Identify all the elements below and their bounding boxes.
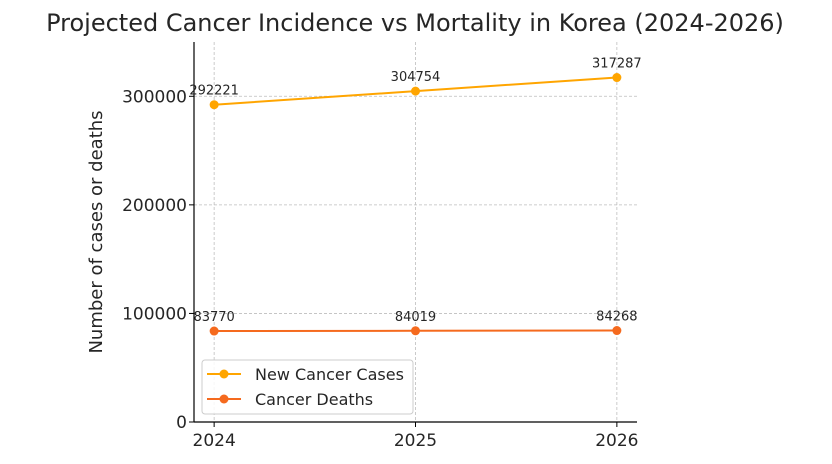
data-point xyxy=(411,86,420,96)
y-tick-label: 0 xyxy=(176,413,187,433)
data-point xyxy=(612,326,622,336)
data-point xyxy=(209,326,219,336)
y-tick-label: 300000 xyxy=(122,87,187,107)
data-label: 317287 xyxy=(592,57,642,72)
x-tick-label: 2026 xyxy=(595,431,638,451)
data-label: 84268 xyxy=(596,310,637,325)
y-axis-label: Number of cases or deaths xyxy=(86,110,107,353)
data-point xyxy=(612,73,622,83)
legend-box xyxy=(201,359,414,415)
data-label: 304754 xyxy=(391,70,441,85)
legend-label: New Cancer Cases xyxy=(255,365,404,384)
data-label: 83770 xyxy=(193,310,234,325)
legend-marker xyxy=(219,369,229,379)
legend-marker xyxy=(219,394,229,404)
chart-title: Projected Cancer Incidence vs Mortality … xyxy=(46,9,784,37)
data-label: 84019 xyxy=(395,310,436,325)
data-point xyxy=(209,100,219,110)
data-point xyxy=(411,326,420,336)
legend-label: Cancer Deaths xyxy=(255,390,373,409)
data-label: 292221 xyxy=(189,84,239,99)
y-tick-label: 100000 xyxy=(122,304,187,324)
x-tick-label: 2024 xyxy=(193,431,236,451)
y-tick-label: 200000 xyxy=(122,196,187,216)
x-tick-label: 2025 xyxy=(394,431,437,451)
